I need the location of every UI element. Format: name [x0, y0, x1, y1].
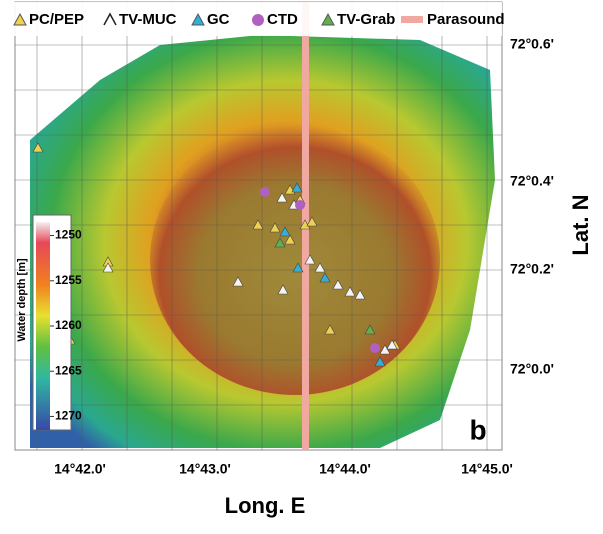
- mud-volcano: [150, 125, 440, 395]
- legend-symbol: [103, 12, 117, 26]
- station: [306, 216, 318, 227]
- colorbar: [36, 222, 50, 430]
- station: [232, 276, 244, 287]
- station: [277, 284, 289, 295]
- legend-symbol: [191, 12, 205, 26]
- lat-tick-label: 72°0.6': [510, 36, 554, 52]
- station: [386, 339, 398, 350]
- station: [276, 192, 288, 203]
- legend-symbol: [252, 14, 264, 26]
- y-axis-label: Lat. N: [568, 194, 593, 255]
- station: [364, 324, 376, 335]
- station: [344, 286, 356, 297]
- legend-label: CTD: [267, 11, 298, 28]
- colorbar-title: Water depth [m]: [16, 258, 28, 342]
- station: [370, 343, 380, 353]
- legend-label: Parasound: [427, 11, 505, 28]
- colorbar-tick-label: 1270: [55, 409, 82, 423]
- legend-symbol: [321, 12, 335, 26]
- station: [314, 262, 326, 273]
- colorbar-ticks: 1250 1255 1260 1265 1270: [50, 228, 82, 423]
- legend-label: TV-Grab: [337, 11, 395, 28]
- colorbar-tick-label: 1260: [55, 318, 82, 332]
- station: [379, 344, 391, 355]
- panel-label: b: [469, 414, 486, 445]
- legend-symbol: [13, 12, 27, 26]
- station: [295, 200, 305, 210]
- station: [354, 289, 366, 300]
- lat-tick-label: 72°0.0': [510, 361, 554, 377]
- lat-tick-label: 72°0.4': [510, 173, 554, 189]
- station: [274, 237, 286, 248]
- lon-tick-label: 14°42.0': [54, 461, 106, 477]
- legend-label: GC: [207, 11, 230, 28]
- station: [304, 254, 316, 265]
- lon-tick-label: 14°43.0': [179, 461, 231, 477]
- legend-symbol: [401, 16, 423, 23]
- station: [269, 222, 281, 233]
- station: [292, 262, 304, 273]
- legend-label: PC/PEP: [29, 11, 84, 28]
- legend-label: TV-MUC: [119, 11, 177, 28]
- station: [32, 142, 44, 153]
- station: [260, 187, 270, 197]
- station: [252, 219, 264, 230]
- lon-tick-label: 14°44.0': [319, 461, 371, 477]
- lat-tick-label: 72°0.2': [510, 261, 554, 277]
- station: [284, 234, 296, 245]
- station: [324, 324, 336, 335]
- station: [319, 272, 331, 283]
- station: [332, 279, 344, 290]
- colorbar-tick-label: 1250: [55, 228, 82, 242]
- station: [291, 182, 303, 193]
- station: [374, 356, 386, 367]
- lon-tick-label: 14°45.0': [461, 461, 513, 477]
- station: [102, 262, 114, 273]
- x-axis-label: Long. E: [225, 493, 306, 518]
- colorbar-tick-label: 1265: [55, 363, 82, 377]
- legend: PC/PEP TV-MUC GC CTD TV-Grab Parasound: [13, 11, 505, 28]
- colorbar-tick-label: 1255: [55, 273, 82, 287]
- station: [279, 226, 291, 237]
